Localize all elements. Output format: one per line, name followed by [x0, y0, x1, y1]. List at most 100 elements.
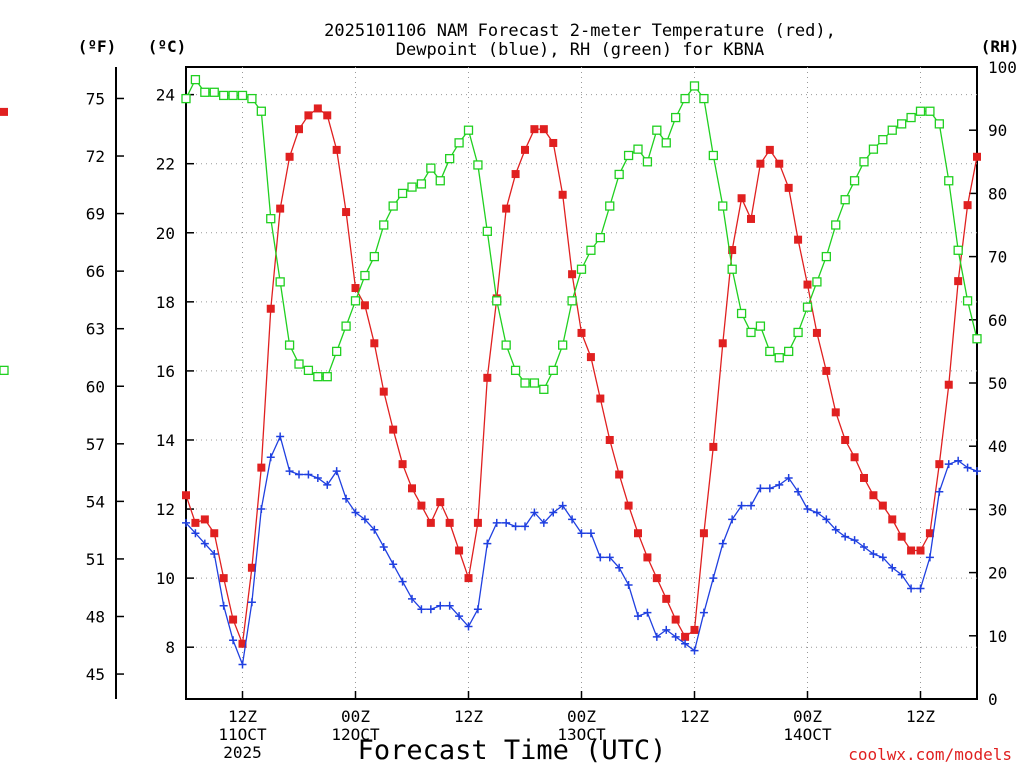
temperature-point: [332, 145, 341, 154]
rh-point: [831, 220, 841, 230]
rh-point: [962, 296, 973, 306]
rh-point: [944, 176, 954, 186]
rh-point: [539, 384, 549, 394]
dewpoint-point: [492, 518, 501, 527]
temperature-point: [841, 435, 850, 444]
rh-point: [614, 169, 624, 180]
rh-point: [671, 112, 681, 123]
temperature-point: [699, 529, 708, 538]
rh-tick-label: 60: [988, 311, 1007, 330]
dewpoint-point: [794, 487, 803, 496]
series-group: [0, 74, 982, 669]
rh-point: [247, 93, 257, 104]
temperature-point: [266, 304, 275, 313]
rh-point: [793, 327, 803, 338]
dewpoint-point: [699, 608, 708, 617]
dewpoint-point: [973, 467, 981, 476]
dewpoint-point: [182, 518, 190, 527]
rh-tick-label: 10: [988, 627, 1007, 646]
temperature-point: [765, 145, 774, 154]
rh-point: [755, 321, 766, 331]
credit-text: coolwx.com/models: [848, 745, 1012, 764]
rh-point: [445, 153, 455, 164]
dewpoint-point: [586, 529, 595, 538]
temperature-point: [398, 460, 407, 469]
series-line-temperature: [185, 107, 978, 644]
rh-tick-label: 40: [988, 437, 1007, 456]
temperature-point: [878, 501, 887, 510]
rh-point: [473, 160, 483, 170]
rh-point: [369, 251, 379, 262]
dewpoint-point: [379, 543, 388, 552]
dewpoint-point: [784, 473, 793, 482]
fahrenheit-tick-label: 66: [86, 262, 105, 281]
time-tick-label: 13OCT: [557, 725, 606, 744]
dewpoint-point: [925, 553, 934, 562]
dewpoint-point: [417, 605, 426, 614]
temperature-point: [586, 353, 595, 362]
temperature-point: [737, 194, 746, 203]
rh-point: [595, 232, 605, 243]
temperature-point: [351, 284, 360, 293]
dewpoint-point: [210, 549, 219, 558]
temperature-point: [822, 366, 831, 375]
dewpoint-point: [436, 601, 445, 610]
fahrenheit-tick-label: 63: [86, 320, 105, 339]
temperature-point: [963, 201, 972, 210]
dewpoint-point: [916, 584, 925, 593]
fahrenheit-tick-label: 75: [86, 89, 105, 108]
temperature-point: [794, 235, 803, 244]
rh-point: [548, 365, 558, 376]
dewpoint-point: [643, 608, 652, 617]
rh-tick-label: 100: [988, 58, 1017, 77]
temperature-point: [935, 460, 944, 469]
series-line-dewpoint: [185, 434, 978, 668]
rh-point: [332, 346, 342, 357]
temperature-point: [210, 529, 219, 538]
dewpoint-point: [370, 525, 379, 534]
dewpoint-point: [238, 660, 247, 669]
temperature-point: [568, 270, 577, 279]
temperature-point: [831, 408, 840, 417]
chart-title: 2025101106 NAM Forecast 2-meter Temperat…: [324, 21, 836, 41]
dewpoint-point: [718, 539, 727, 548]
temperature-point: [718, 339, 727, 348]
temperature-point: [615, 470, 624, 479]
rh-point: [510, 365, 521, 376]
fahrenheit-tick-label: 51: [86, 550, 105, 569]
rh-tick-label: 0: [988, 690, 998, 709]
rh-point: [501, 340, 511, 350]
celsius-tick-label: 14: [156, 431, 175, 450]
rh-point: [784, 346, 794, 357]
dewpoint-point: [671, 632, 680, 641]
time-tick-label: 2025: [223, 743, 262, 762]
temperature-point: [662, 594, 671, 603]
rh-point: [633, 144, 643, 154]
rh-point: [887, 125, 897, 135]
rh-point: [492, 296, 502, 306]
dewpoint-point: [549, 508, 558, 517]
temperature-point: [247, 563, 256, 572]
dewpoint-point: [257, 505, 266, 514]
temperature-point: [860, 473, 868, 482]
dewpoint-point: [285, 467, 294, 476]
rh-point: [567, 296, 577, 306]
temperature-point: [445, 518, 454, 527]
dewpoint-point: [426, 605, 435, 614]
celsius-tick-label: 24: [156, 86, 175, 105]
temperature-point: [323, 111, 332, 120]
temperature-point: [643, 553, 652, 562]
rh-point: [558, 340, 568, 350]
temperature-point: [417, 501, 426, 510]
temperature-point: [652, 574, 661, 583]
dewpoint-point: [483, 539, 492, 548]
dewpoint-point: [605, 553, 614, 562]
dewpoint-point: [662, 625, 671, 634]
time-tick-label: 12Z: [680, 707, 709, 726]
temperature-point: [954, 277, 963, 286]
rh-point: [906, 112, 916, 123]
temperature-point: [907, 546, 916, 555]
dewpoint-point: [897, 570, 906, 579]
fahrenheit-tick-label: 45: [86, 665, 105, 684]
